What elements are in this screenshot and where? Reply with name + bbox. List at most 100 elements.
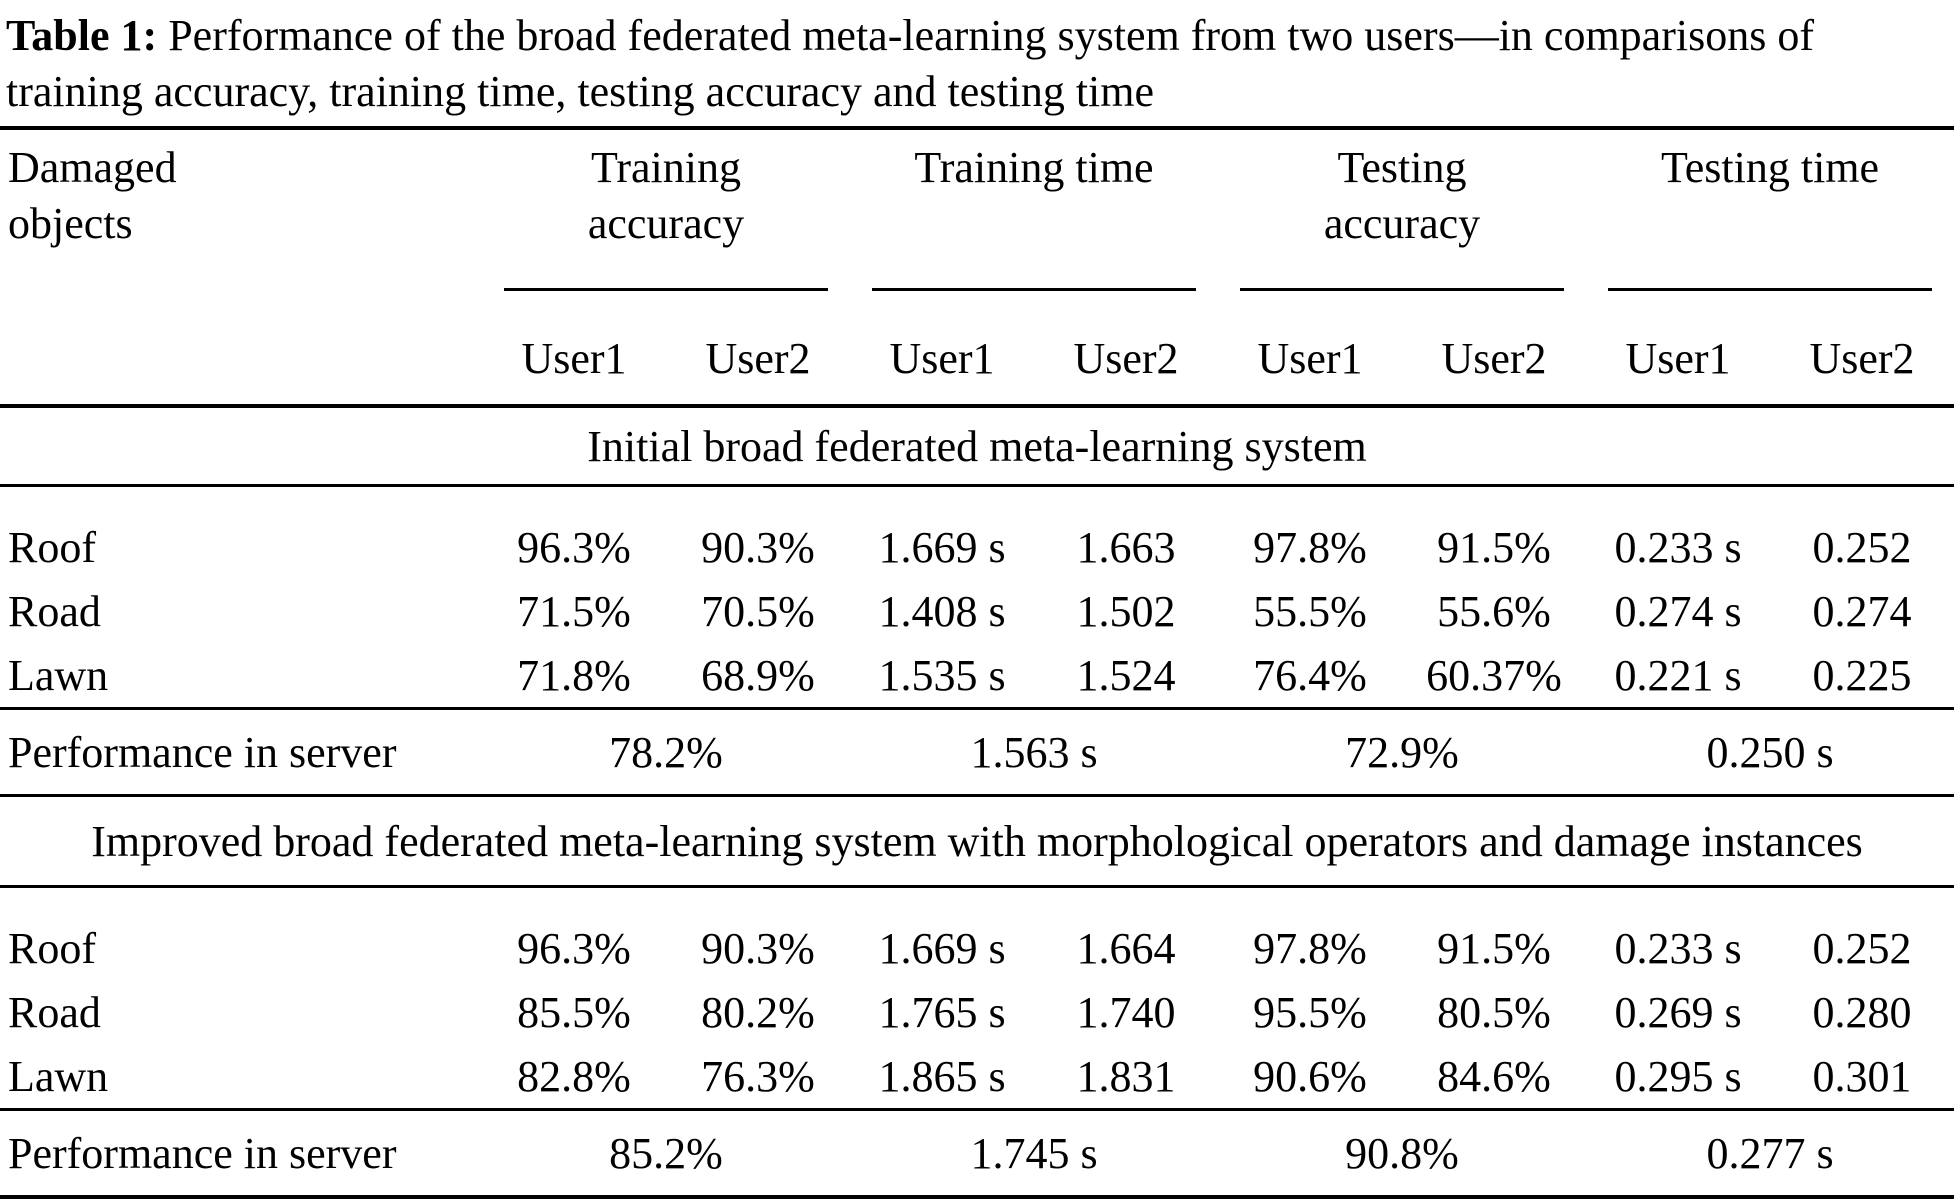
cell-value: 91.5% — [1437, 923, 1551, 973]
section-2-data-rule — [0, 1108, 1954, 1111]
cell-value: 60.37% — [1426, 650, 1562, 700]
server-value-training-accuracy: 85.2% — [609, 1128, 723, 1178]
server-value-testing-accuracy: 72.9% — [1345, 727, 1459, 777]
table-row-lawn-2: Lawn 82.8% 76.3% 1.865 s 1.831 90.6% 84.… — [0, 1044, 1954, 1108]
group-header-row: Damaged objects Training accuracy Traini… — [0, 130, 1954, 288]
subheader-user2-training-time: User2 — [1073, 334, 1179, 383]
cell-value: 0.252 — [1812, 923, 1912, 973]
subheader-user2-testing-time: User2 — [1809, 334, 1915, 383]
header-bottom-rule — [0, 404, 1954, 408]
cell-value: 70.5% — [701, 586, 815, 636]
table-caption-label: Table 1: — [6, 11, 158, 60]
cell-value: 0.233 s — [1614, 522, 1742, 572]
section-2-banner-row: Improved broad federated meta-learning s… — [0, 797, 1954, 885]
cell-value: 80.5% — [1437, 987, 1551, 1037]
subheader-user1-training-time: User1 — [889, 334, 995, 383]
server-value-training-time: 1.563 s — [970, 727, 1098, 777]
cell-value: 1.663 — [1076, 522, 1176, 572]
server-value-training-accuracy: 78.2% — [609, 727, 723, 777]
damaged-objects-label: Damaged objects — [8, 143, 177, 248]
cell-value: 1.408 s — [878, 586, 1006, 636]
user-subheader-row: User1 User2 User1 User2 User1 User2 User… — [0, 291, 1954, 404]
row-label-lawn: Lawn — [8, 1051, 109, 1101]
cell-value: 0.280 — [1812, 987, 1912, 1037]
section-2-banner-rule — [0, 885, 1954, 888]
cell-value: 1.669 s — [878, 522, 1006, 572]
table-row-road-2: Road 85.5% 80.2% 1.765 s 1.740 95.5% 80.… — [0, 980, 1954, 1044]
column-header-damaged-objects: Damaged objects — [0, 130, 482, 404]
cell-value: 84.6% — [1437, 1051, 1551, 1101]
server-1-rule — [0, 794, 1954, 797]
subheader-user2-training-accuracy: User2 — [705, 334, 811, 383]
table-caption: Table 1: Performance of the broad federa… — [0, 0, 1954, 126]
group-header-testing-time: Testing time — [1660, 143, 1880, 192]
cell-value: 1.740 — [1076, 987, 1176, 1037]
cell-value: 80.2% — [701, 987, 815, 1037]
server-row-2: Performance in server 85.2% 1.745 s 90.8… — [0, 1111, 1954, 1195]
cell-value: 0.274 s — [1614, 586, 1742, 636]
cell-value: 90.3% — [701, 522, 815, 572]
table-row-lawn-1: Lawn 71.8% 68.9% 1.535 s 1.524 76.4% 60.… — [0, 643, 1954, 707]
table-caption-text: Performance of the broad federated meta-… — [6, 11, 1814, 116]
group-header-testing-accuracy: Testing accuracy — [1323, 143, 1481, 248]
table-row-roof-2: Roof 96.3% 90.3% 1.669 s 1.664 97.8% 91.… — [0, 888, 1954, 980]
cell-value: 1.524 — [1076, 650, 1176, 700]
cell-value: 96.3% — [517, 923, 631, 973]
cell-value: 1.669 s — [878, 923, 1006, 973]
row-label-roof: Roof — [8, 522, 96, 572]
spanner-rule-testing-time — [1608, 288, 1932, 291]
cell-value: 1.664 — [1076, 923, 1176, 973]
cell-value: 68.9% — [701, 650, 815, 700]
cell-value: 0.301 — [1812, 1051, 1912, 1101]
performance-table: Damaged objects Training accuracy Traini… — [0, 126, 1954, 1199]
top-rule — [0, 126, 1954, 130]
subheader-user1-testing-time: User1 — [1625, 334, 1731, 383]
cell-value: 76.3% — [701, 1051, 815, 1101]
section-2-banner: Improved broad federated meta-learning s… — [91, 816, 1863, 866]
spanner-rule-row — [0, 288, 1954, 291]
section-1-banner-rule — [0, 484, 1954, 487]
cell-value: 0.252 — [1812, 522, 1912, 572]
cell-value: 0.233 s — [1614, 923, 1742, 973]
server-value-training-time: 1.745 s — [970, 1128, 1098, 1178]
cell-value: 71.8% — [517, 650, 631, 700]
bottom-rule — [0, 1195, 1954, 1199]
cell-value: 1.831 — [1076, 1051, 1176, 1101]
server-row-label: Performance in server — [8, 727, 397, 777]
server-row-1: Performance in server 78.2% 1.563 s 72.9… — [0, 710, 1954, 794]
cell-value: 82.8% — [517, 1051, 631, 1101]
cell-value: 85.5% — [517, 987, 631, 1037]
subheader-user1-testing-accuracy: User1 — [1257, 334, 1363, 383]
spanner-rule-training-accuracy — [504, 288, 828, 291]
subheader-user2-testing-accuracy: User2 — [1441, 334, 1547, 383]
spanner-rule-training-time — [872, 288, 1196, 291]
cell-value: 55.6% — [1437, 586, 1551, 636]
section-1-banner-row: Initial broad federated meta-learning sy… — [0, 408, 1954, 484]
row-label-lawn: Lawn — [8, 650, 109, 700]
server-value-testing-time: 0.277 s — [1706, 1128, 1834, 1178]
cell-value: 76.4% — [1253, 650, 1367, 700]
group-header-training-time: Training time — [914, 143, 1154, 192]
cell-value: 0.295 s — [1614, 1051, 1742, 1101]
section-1-data-rule — [0, 707, 1954, 710]
server-value-testing-accuracy: 90.8% — [1345, 1128, 1459, 1178]
cell-value: 0.221 s — [1614, 650, 1742, 700]
table-row-roof-1: Roof 96.3% 90.3% 1.669 s 1.663 97.8% 91.… — [0, 487, 1954, 579]
group-header-training-accuracy: Training accuracy — [587, 143, 745, 248]
cell-value: 95.5% — [1253, 987, 1367, 1037]
cell-value: 0.274 — [1812, 586, 1912, 636]
row-label-road: Road — [8, 586, 101, 636]
table-row-road-1: Road 71.5% 70.5% 1.408 s 1.502 55.5% 55.… — [0, 579, 1954, 643]
cell-value: 96.3% — [517, 522, 631, 572]
cell-value: 55.5% — [1253, 586, 1367, 636]
cell-value: 1.865 s — [878, 1051, 1006, 1101]
server-value-testing-time: 0.250 s — [1706, 727, 1834, 777]
cell-value: 91.5% — [1437, 522, 1551, 572]
cell-value: 1.535 s — [878, 650, 1006, 700]
cell-value: 1.502 — [1076, 586, 1176, 636]
cell-value: 0.269 s — [1614, 987, 1742, 1037]
cell-value: 90.6% — [1253, 1051, 1367, 1101]
cell-value: 71.5% — [517, 586, 631, 636]
section-1-banner: Initial broad federated meta-learning sy… — [587, 421, 1367, 471]
